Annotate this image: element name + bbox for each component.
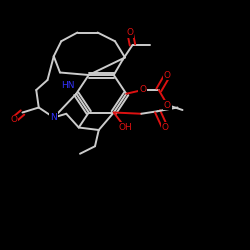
Text: O: O xyxy=(10,116,17,124)
Text: O: O xyxy=(164,70,171,80)
Text: OH: OH xyxy=(118,123,132,132)
Text: O: O xyxy=(126,28,134,37)
Text: O: O xyxy=(164,100,171,110)
Text: O: O xyxy=(162,123,168,132)
Text: N: N xyxy=(50,113,57,122)
Text: HN: HN xyxy=(61,80,74,90)
Text: O: O xyxy=(139,86,146,94)
